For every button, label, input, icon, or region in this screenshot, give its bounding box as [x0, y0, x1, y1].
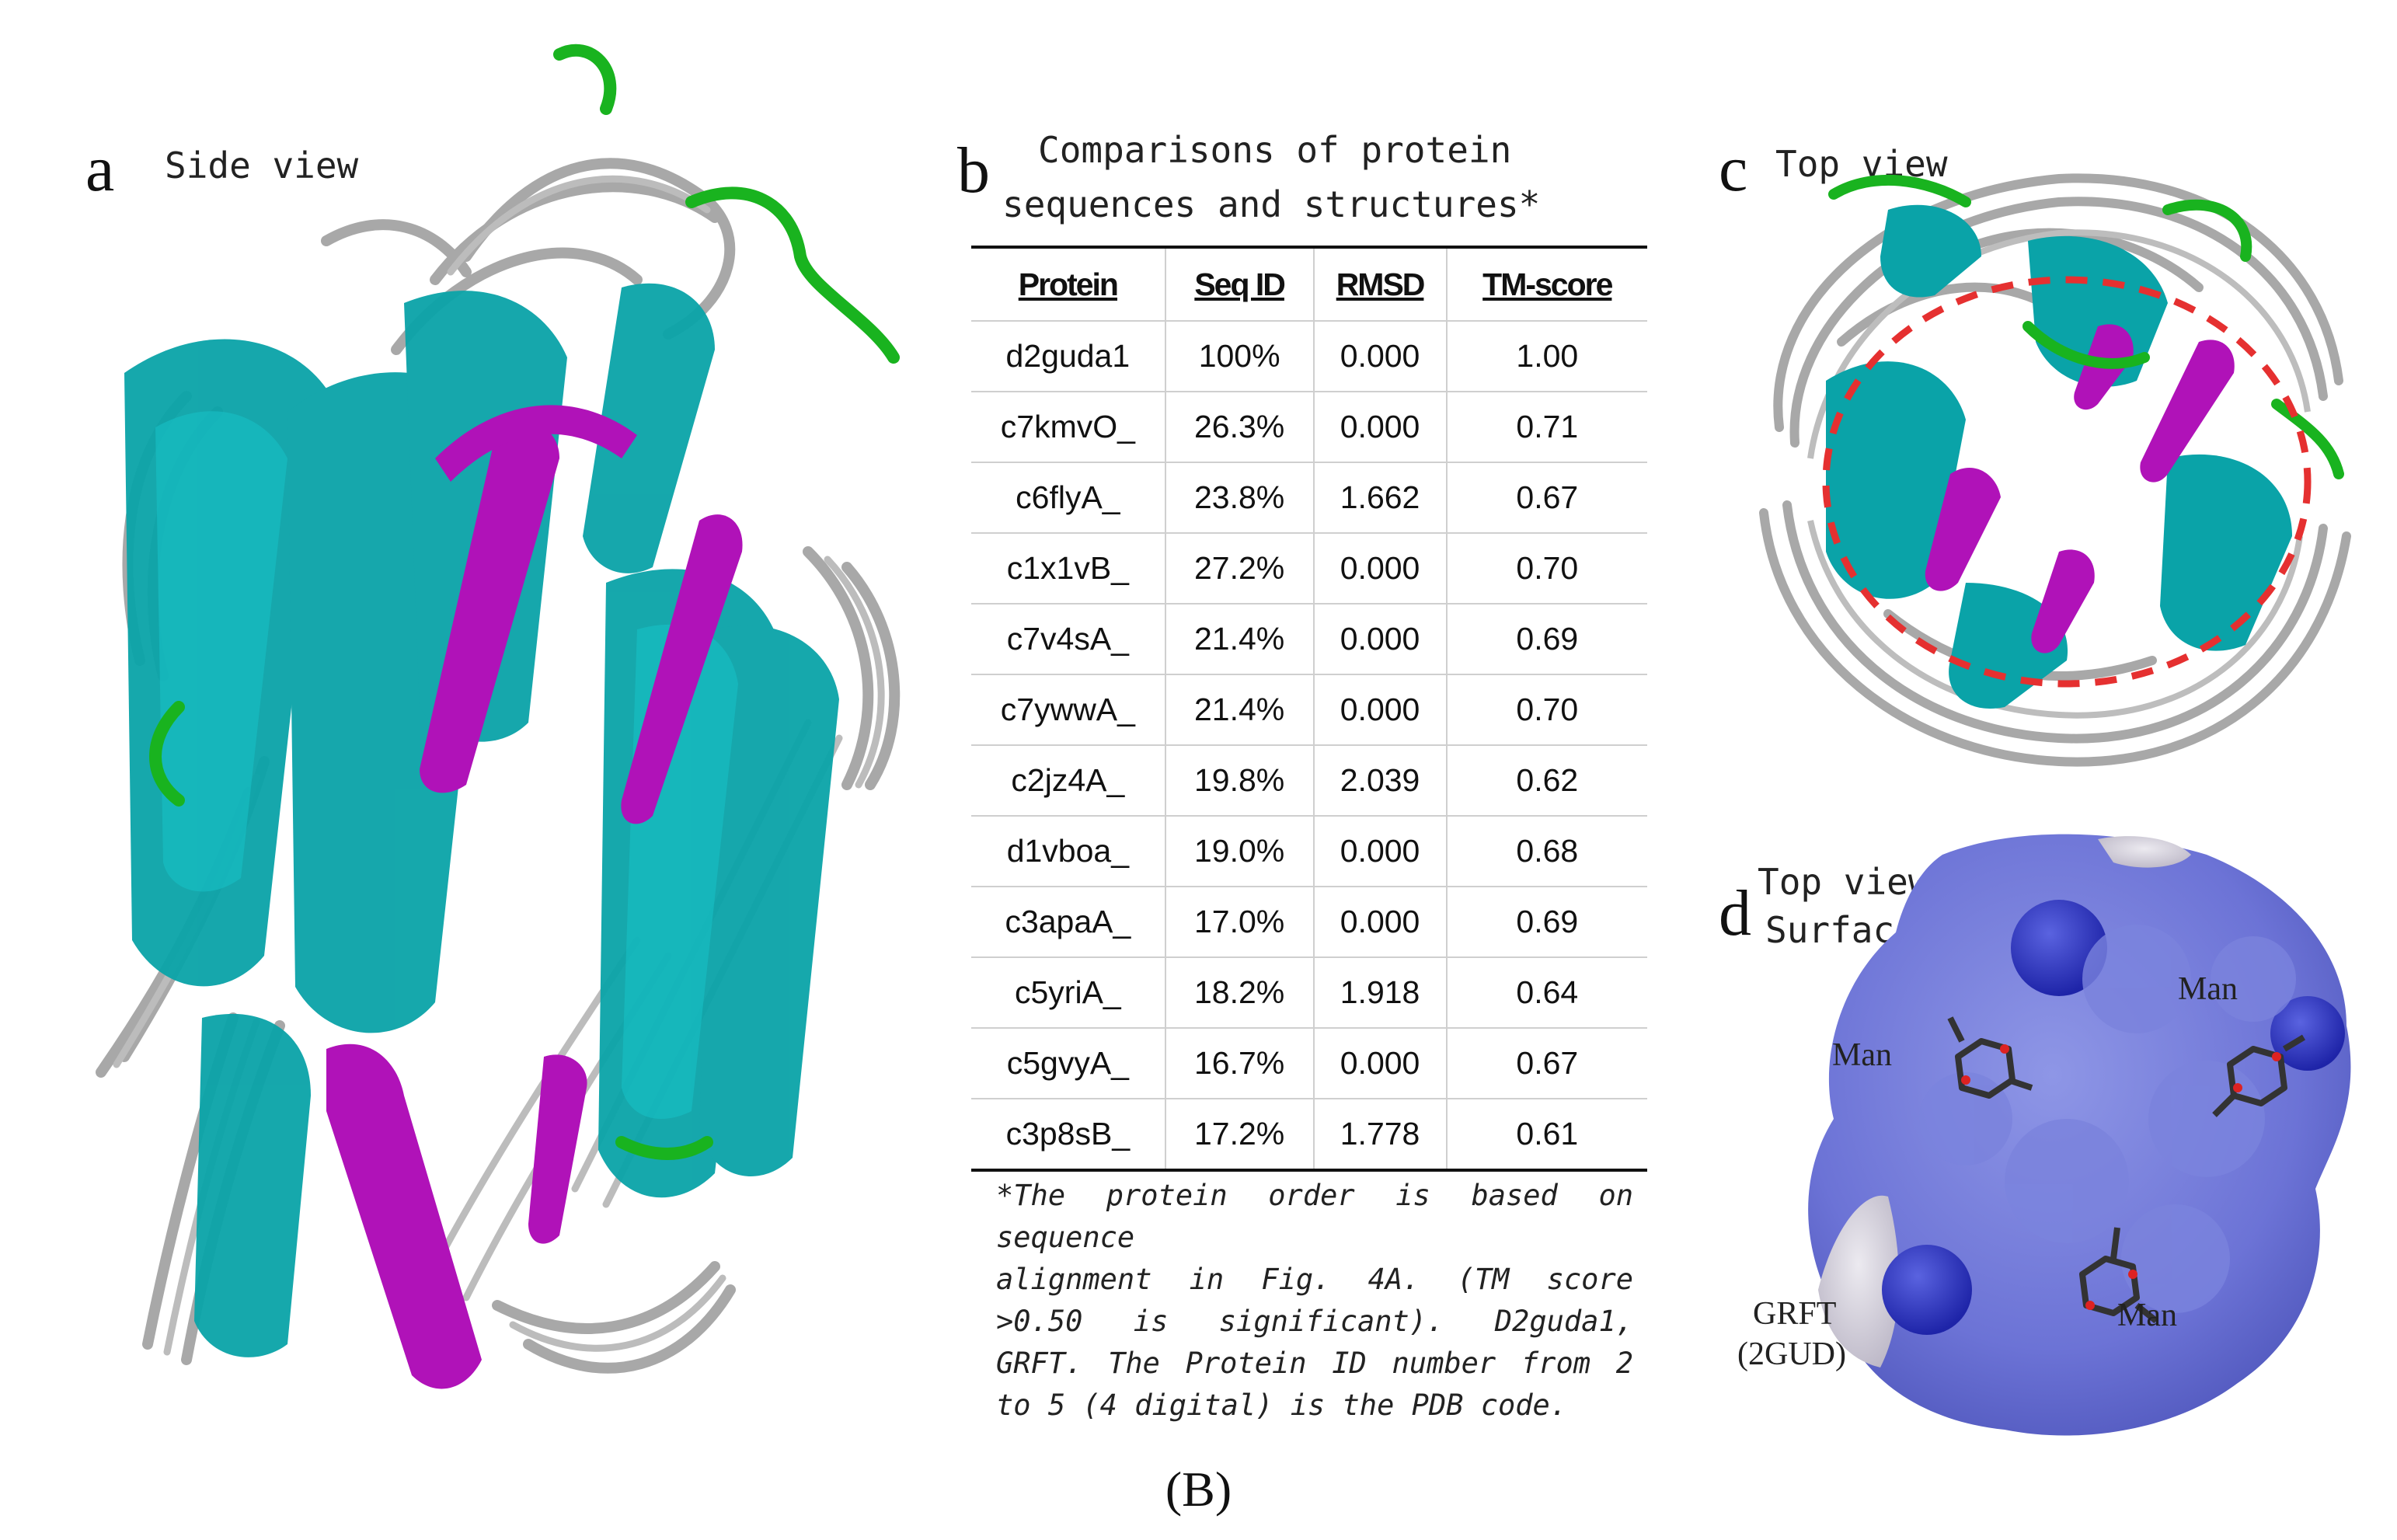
table-cell: 2.039 [1312, 744, 1448, 817]
table-cell: 1.00 [1445, 320, 1647, 392]
table-cell: 0.70 [1445, 532, 1647, 605]
table-cell: 0.000 [1312, 815, 1448, 887]
table-cell: 0.69 [1445, 603, 1647, 675]
table-cell: 26.3% [1164, 391, 1315, 463]
table-cell: 0.67 [1445, 1027, 1647, 1099]
table-cell: c5gvyA_ [971, 1027, 1166, 1099]
table-footnote: *The protein order is based on sequence … [996, 1175, 1633, 1427]
table-row: c6flyA_ 23.8% 1.662 0.67 [971, 462, 1647, 534]
footnote-line2: alignment in Fig. 4A. (TM score >0.50 is… [996, 1263, 1633, 1422]
table-row: c7ywwA_ 21.4% 0.000 0.70 [971, 674, 1647, 746]
table-row: c3p8sB_ 17.2% 1.778 0.61 [971, 1098, 1647, 1171]
comparison-table: Protein Seq ID RMSD TM-score d2guda1 100%… [971, 246, 1647, 1172]
side-view-structure [96, 44, 901, 1389]
table-cell: 21.4% [1164, 603, 1315, 675]
table-cell: 0.000 [1312, 674, 1448, 746]
table-header-row: Protein Seq ID RMSD TM-score [971, 246, 1647, 322]
table-cell: 0.000 [1312, 320, 1448, 392]
panel-b-title-line1: Comparisons of protein [1038, 129, 1512, 171]
panel-c-label: c [1719, 133, 1748, 205]
table-cell: 0.62 [1445, 744, 1647, 817]
table-cell: 21.4% [1164, 674, 1315, 746]
panel-a-label: a [85, 133, 115, 205]
table-cell: d1vboa_ [971, 815, 1166, 887]
table-cell: 1.918 [1312, 956, 1448, 1029]
table-cell: c3apaA_ [971, 886, 1166, 958]
table-cell: 0.70 [1445, 674, 1647, 746]
table-cell: 17.0% [1164, 886, 1315, 958]
table-cell: 0.000 [1312, 1027, 1448, 1099]
table-row: c7v4sA_ 21.4% 0.000 0.69 [971, 603, 1647, 675]
grft-label-line1: GRFT [1753, 1296, 1837, 1332]
figure-caption: (B) [1165, 1462, 1232, 1517]
table-cell: 0.000 [1312, 886, 1448, 958]
table-cell: d2guda1 [971, 320, 1166, 392]
table-row: c5yriA_ 18.2% 1.918 0.64 [971, 956, 1647, 1029]
table-cell: c7kmvO_ [971, 391, 1166, 463]
table-cell: 23.8% [1164, 462, 1315, 534]
table-cell: 27.2% [1164, 532, 1315, 605]
table-row: d1vboa_ 19.0% 0.000 0.68 [971, 815, 1647, 887]
table-cell: 0.61 [1445, 1098, 1647, 1171]
table-cell: 100% [1164, 320, 1315, 392]
panel-d-title-line1: Top view [1758, 861, 1930, 903]
table-cell: 1.778 [1312, 1098, 1448, 1171]
table-cell: 0.68 [1445, 815, 1647, 887]
panel-c-title: Top view [1775, 143, 1948, 185]
table-cell: c7ywwA_ [971, 674, 1166, 746]
table-cell: 0.69 [1445, 886, 1647, 958]
binding-site-circle [1822, 276, 2312, 688]
table-cell: 19.8% [1164, 744, 1315, 817]
table-row: d2guda1 100% 0.000 1.00 [971, 320, 1647, 392]
man-label-1: Man [1832, 1037, 1892, 1073]
table-cell: c1x1vB_ [971, 532, 1166, 605]
table-cell: 0.64 [1445, 956, 1647, 1029]
man-label-2: Man [2178, 971, 2238, 1007]
table-cell: 19.0% [1164, 815, 1315, 887]
table-row: c5gvyA_ 16.7% 0.000 0.67 [971, 1027, 1647, 1099]
footnote-line1: *The protein order is based on sequence [996, 1179, 1633, 1254]
table-cell: 17.2% [1164, 1098, 1315, 1171]
panel-b-label: b [957, 134, 990, 207]
panel-d-label: d [1719, 877, 1751, 949]
table-cell: 16.7% [1164, 1027, 1315, 1099]
table-cell: 0.71 [1445, 391, 1647, 463]
table-row: c7kmvO_ 26.3% 0.000 0.71 [971, 391, 1647, 463]
header-protein: Protein [971, 246, 1166, 322]
table-cell: c6flyA_ [971, 462, 1166, 534]
table-cell: 0.000 [1312, 603, 1448, 675]
top-view-surface [1808, 834, 2351, 1436]
header-tm-score: TM-score [1445, 246, 1647, 322]
table-row: c1x1vB_ 27.2% 0.000 0.70 [971, 532, 1647, 605]
table-cell: 0.67 [1445, 462, 1647, 534]
header-seq-id: Seq ID [1164, 246, 1315, 322]
table-cell: 0.000 [1312, 391, 1448, 463]
table-cell: 0.000 [1312, 532, 1448, 605]
table-cell: c2jz4A_ [971, 744, 1166, 817]
panel-a-title: Side view [165, 145, 359, 186]
header-rmsd: RMSD [1312, 246, 1448, 322]
table-cell: c7v4sA_ [971, 603, 1166, 675]
table-cell: c3p8sB_ [971, 1098, 1166, 1171]
table-cell: c5yriA_ [971, 956, 1166, 1029]
top-view-structure [1759, 173, 2351, 767]
table-cell: 18.2% [1164, 956, 1315, 1029]
table-cell: 1.662 [1312, 462, 1448, 534]
panel-b-title-line2: sequences and structures* [1002, 183, 1541, 225]
man-label-3: Man [2117, 1298, 2177, 1333]
table-row: c3apaA_ 17.0% 0.000 0.69 [971, 886, 1647, 958]
table-row: c2jz4A_ 19.8% 2.039 0.62 [971, 744, 1647, 817]
grft-label-line2: (2GUD) [1737, 1336, 1846, 1372]
